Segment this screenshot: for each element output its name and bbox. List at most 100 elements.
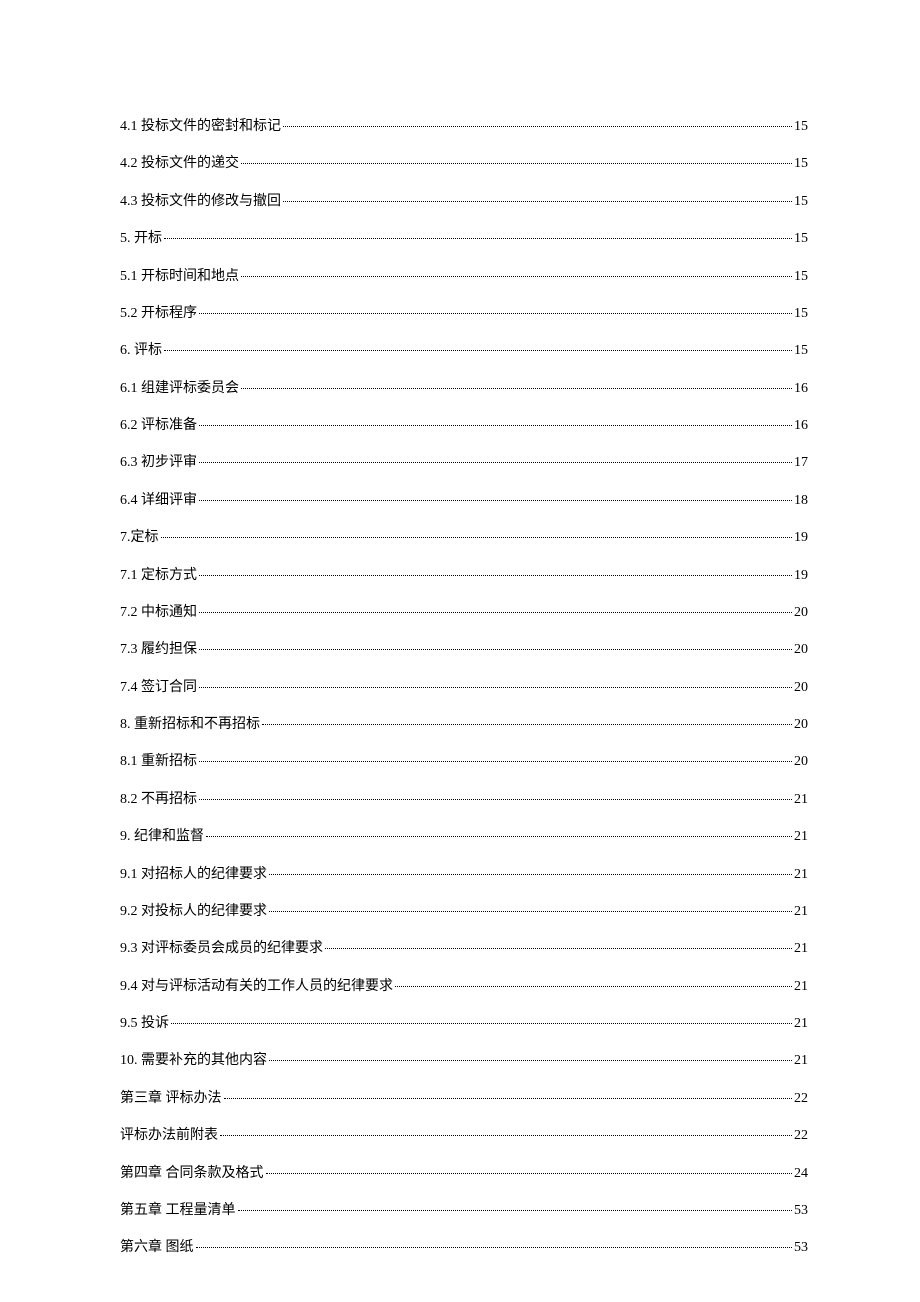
toc-label: 5. 开标 — [120, 230, 162, 248]
toc-entry: 5. 开标 15 — [120, 230, 808, 248]
toc-entry: 8.1 重新招标 20 — [120, 753, 808, 771]
toc-entry: 8.2 不再招标 21 — [120, 791, 808, 809]
toc-entry: 7.定标 19 — [120, 529, 808, 547]
toc-label: 9.4 对与评标活动有关的工作人员的纪律要求 — [120, 978, 393, 996]
toc-dots — [395, 986, 792, 987]
toc-page: 53 — [794, 1239, 808, 1257]
toc-entry: 8. 重新招标和不再招标 20 — [120, 716, 808, 734]
toc-dots — [269, 874, 792, 875]
toc-page: 22 — [794, 1127, 808, 1145]
toc-page: 21 — [794, 791, 808, 809]
toc-entry: 7.1 定标方式 19 — [120, 567, 808, 585]
toc-label: 7.2 中标通知 — [120, 604, 197, 622]
toc-label: 第六章 图纸 — [120, 1239, 194, 1257]
toc-entry: 9.2 对投标人的纪律要求 21 — [120, 903, 808, 921]
toc-entry: 6.1 组建评标委员会 16 — [120, 380, 808, 398]
toc-page: 15 — [794, 118, 808, 136]
toc-page: 16 — [794, 417, 808, 435]
toc-entry: 第三章 评标办法 22 — [120, 1090, 808, 1108]
toc-page: 18 — [794, 492, 808, 510]
toc-entry: 7.3 履约担保 20 — [120, 641, 808, 659]
toc-dots — [199, 575, 792, 576]
toc-entry: 5.2 开标程序 15 — [120, 305, 808, 323]
toc-dots — [161, 537, 793, 538]
toc-dots — [269, 1060, 792, 1061]
toc-dots — [206, 836, 792, 837]
toc-page: 53 — [794, 1202, 808, 1220]
toc-label: 9.1 对招标人的纪律要求 — [120, 866, 267, 884]
toc-page: 21 — [794, 1015, 808, 1033]
toc-page: 22 — [794, 1090, 808, 1108]
toc-label: 5.1 开标时间和地点 — [120, 268, 239, 286]
toc-dots — [199, 687, 792, 688]
toc-dots — [171, 1023, 792, 1024]
toc-label: 第三章 评标办法 — [120, 1090, 222, 1108]
toc-label: 8. 重新招标和不再招标 — [120, 716, 260, 734]
toc-page: 15 — [794, 342, 808, 360]
toc-label: 9.5 投诉 — [120, 1015, 169, 1033]
toc-dots — [199, 612, 792, 613]
toc-dots — [262, 724, 792, 725]
toc-dots — [241, 276, 792, 277]
toc-dots — [238, 1210, 793, 1211]
toc-entry: 6.4 详细评审 18 — [120, 492, 808, 510]
toc-dots — [199, 649, 792, 650]
toc-container: 4.1 投标文件的密封和标记 15 4.2 投标文件的递交 15 4.3 投标文… — [120, 118, 808, 1277]
toc-page: 15 — [794, 155, 808, 173]
toc-page: 20 — [794, 604, 808, 622]
toc-page: 21 — [794, 1052, 808, 1070]
toc-entry: 9. 纪律和监督 21 — [120, 828, 808, 846]
toc-label: 4.3 投标文件的修改与撤回 — [120, 193, 281, 211]
toc-dots — [325, 948, 792, 949]
toc-page: 20 — [794, 753, 808, 771]
toc-entry: 6. 评标 15 — [120, 342, 808, 360]
toc-entry: 4.3 投标文件的修改与撤回 15 — [120, 193, 808, 211]
toc-entry: 9.4 对与评标活动有关的工作人员的纪律要求 21 — [120, 978, 808, 996]
toc-label: 7.4 签订合同 — [120, 679, 197, 697]
toc-entry: 6.3 初步评审 17 — [120, 454, 808, 472]
toc-page: 21 — [794, 903, 808, 921]
toc-page: 21 — [794, 828, 808, 846]
toc-label: 6. 评标 — [120, 342, 162, 360]
toc-label: 5.2 开标程序 — [120, 305, 197, 323]
toc-page: 15 — [794, 305, 808, 323]
toc-label: 第五章 工程量清单 — [120, 1202, 236, 1220]
toc-dots — [199, 462, 792, 463]
toc-label: 6.1 组建评标委员会 — [120, 380, 239, 398]
toc-entry: 第五章 工程量清单 53 — [120, 1202, 808, 1220]
toc-page: 21 — [794, 866, 808, 884]
toc-label: 8.2 不再招标 — [120, 791, 197, 809]
toc-dots — [224, 1098, 793, 1099]
toc-page: 20 — [794, 679, 808, 697]
toc-label: 评标办法前附表 — [120, 1127, 218, 1145]
toc-entry: 7.4 签订合同 20 — [120, 679, 808, 697]
toc-dots — [199, 425, 792, 426]
toc-dots — [164, 238, 792, 239]
toc-dots — [196, 1247, 793, 1248]
toc-dots — [220, 1135, 792, 1136]
toc-dots — [241, 163, 792, 164]
toc-page: 15 — [794, 268, 808, 286]
toc-entry: 6.2 评标准备 16 — [120, 417, 808, 435]
toc-dots — [283, 201, 792, 202]
toc-label: 9. 纪律和监督 — [120, 828, 204, 846]
toc-entry: 4.2 投标文件的递交 15 — [120, 155, 808, 173]
toc-entry: 第四章 合同条款及格式 24 — [120, 1165, 808, 1183]
toc-page: 20 — [794, 716, 808, 734]
toc-page: 20 — [794, 641, 808, 659]
toc-label: 7.3 履约担保 — [120, 641, 197, 659]
toc-dots — [266, 1173, 793, 1174]
toc-entry: 第六章 图纸 53 — [120, 1239, 808, 1257]
toc-page: 19 — [794, 529, 808, 547]
toc-label: 8.1 重新招标 — [120, 753, 197, 771]
toc-page: 21 — [794, 978, 808, 996]
toc-entry: 评标办法前附表 22 — [120, 1127, 808, 1145]
toc-page: 19 — [794, 567, 808, 585]
toc-dots — [199, 313, 792, 314]
toc-label: 6.2 评标准备 — [120, 417, 197, 435]
toc-entry: 4.1 投标文件的密封和标记 15 — [120, 118, 808, 136]
toc-dots — [199, 500, 792, 501]
toc-label: 7.定标 — [120, 529, 159, 547]
toc-dots — [164, 350, 792, 351]
toc-label: 7.1 定标方式 — [120, 567, 197, 585]
